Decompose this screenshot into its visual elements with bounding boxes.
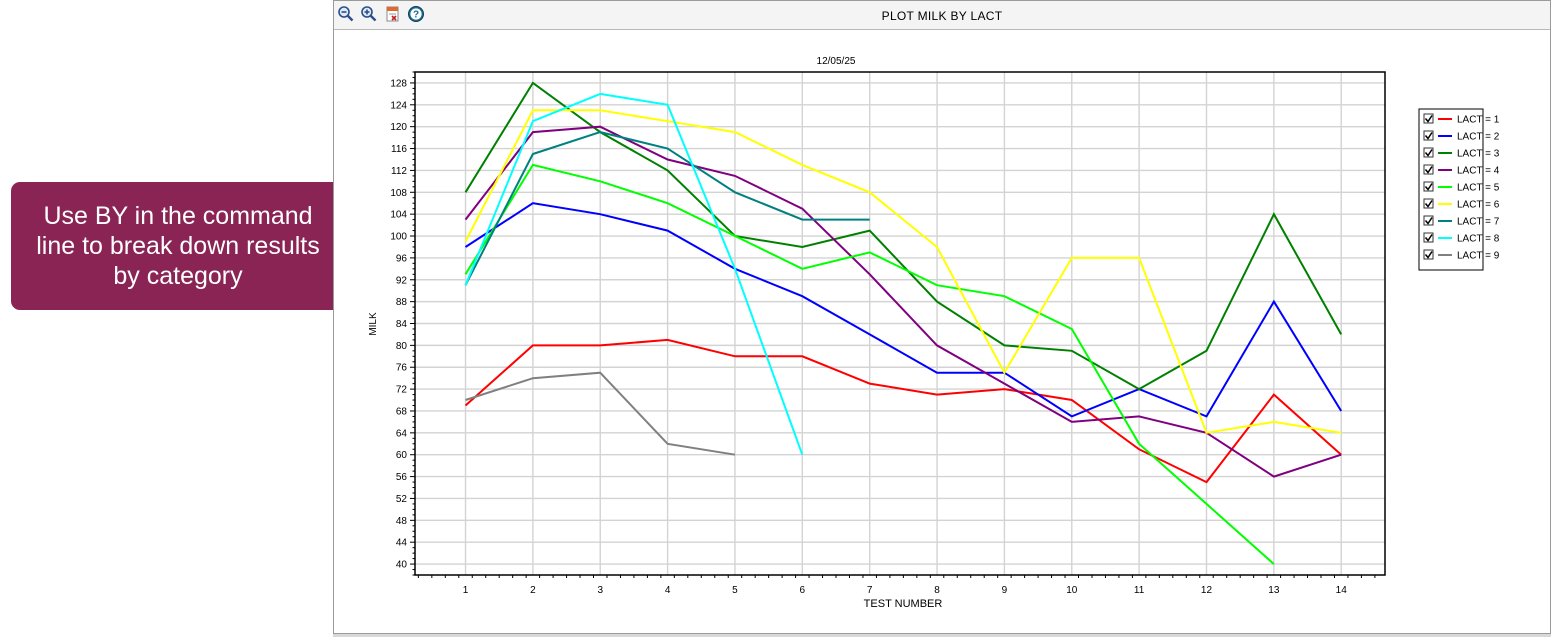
legend-checkbox[interactable] — [1423, 215, 1434, 226]
check-icon — [1424, 200, 1433, 208]
plot-window: ? PLOT MILK BY LACT — [333, 0, 1551, 634]
legend-label: LACT = 1 — [1457, 115, 1500, 126]
y-tick-label: 72 — [396, 385, 408, 396]
legend-label: LACT = 8 — [1457, 234, 1500, 245]
check-icon — [1424, 217, 1433, 225]
y-tick-label: 100 — [390, 232, 407, 243]
legend-checkbox[interactable] — [1423, 232, 1434, 243]
x-tick-label: 10 — [1066, 585, 1078, 596]
check-icon — [1424, 183, 1433, 191]
series-line-lact-5 — [464, 163, 1275, 565]
export-icon[interactable] — [384, 5, 402, 23]
legend-checkbox[interactable] — [1423, 198, 1434, 209]
x-tick-label: 8 — [934, 585, 940, 596]
legend-label: LACT = 3 — [1457, 149, 1500, 160]
y-tick-label: 124 — [390, 100, 407, 111]
series-line-lact-8 — [464, 92, 804, 456]
window-bottom-border — [333, 634, 1551, 637]
y-tick-label: 92 — [396, 275, 408, 286]
check-icon — [1424, 132, 1433, 140]
legend-label: LACT = 6 — [1457, 200, 1500, 211]
x-tick-label: 12 — [1201, 585, 1213, 596]
legend-label: LACT = 5 — [1457, 183, 1500, 194]
series-line-lact-1 — [464, 338, 1342, 484]
y-tick-label: 68 — [396, 406, 408, 417]
legend-label: LACT = 2 — [1457, 132, 1500, 143]
y-tick-label: 40 — [396, 560, 408, 571]
y-tick-label: 128 — [390, 78, 407, 89]
x-tick-label: 3 — [597, 585, 603, 596]
callout-text: Use BY in the command line to break down… — [36, 202, 320, 290]
x-tick-label: 7 — [867, 585, 873, 596]
x-tick-label: 9 — [1002, 585, 1008, 596]
check-icon — [1424, 166, 1433, 174]
y-tick-label: 84 — [396, 319, 408, 330]
svg-text:?: ? — [413, 10, 419, 21]
y-tick-label: 56 — [396, 472, 408, 483]
x-axis-label: TEST NUMBER — [864, 598, 943, 610]
annotation-callout: Use BY in the command line to break down… — [11, 182, 345, 310]
y-tick-label: 96 — [396, 253, 408, 264]
zoom-out-icon[interactable] — [337, 5, 355, 23]
y-tick-label: 108 — [390, 188, 407, 199]
x-tick-label: 5 — [732, 585, 738, 596]
series-line-lact-6 — [464, 109, 1342, 434]
y-tick-label: 76 — [396, 363, 408, 374]
legend-checkbox[interactable] — [1423, 130, 1434, 141]
legend-checkbox[interactable] — [1423, 164, 1434, 175]
legend-label: LACT = 4 — [1457, 166, 1500, 177]
x-tick-label: 2 — [530, 585, 536, 596]
legend-label: LACT = 7 — [1457, 217, 1500, 228]
y-tick-label: 116 — [391, 144, 407, 155]
series-line-lact-4 — [464, 125, 1342, 478]
x-tick-label: 4 — [665, 585, 671, 596]
legend-checkbox[interactable] — [1423, 113, 1434, 124]
y-axis-label: MILK — [368, 312, 379, 336]
x-tick-label: 6 — [800, 585, 806, 596]
check-icon — [1424, 149, 1433, 157]
x-tick-label: 13 — [1268, 585, 1280, 596]
y-tick-label: 60 — [396, 450, 408, 461]
y-tick-label: 52 — [396, 494, 408, 505]
y-tick-label: 112 — [391, 166, 407, 177]
legend-checkbox[interactable] — [1423, 147, 1434, 158]
y-tick-label: 80 — [396, 341, 408, 352]
window-title: PLOT MILK BY LACT — [881, 9, 1003, 23]
x-tick-label: 11 — [1134, 585, 1145, 596]
series-line-lact-7 — [464, 131, 870, 286]
zoom-in-icon[interactable] — [360, 5, 378, 23]
check-icon — [1424, 234, 1433, 242]
series-line-lact-9 — [465, 371, 736, 456]
y-tick-label: 104 — [390, 210, 407, 221]
legend-checkbox[interactable] — [1423, 249, 1434, 260]
legend-checkbox[interactable] — [1423, 181, 1434, 192]
help-icon[interactable]: ? — [407, 5, 425, 23]
check-icon — [1424, 115, 1433, 123]
series-line-lact-3 — [464, 81, 1343, 391]
legend-label: LACT = 9 — [1457, 251, 1500, 262]
y-tick-label: 48 — [396, 516, 408, 527]
y-tick-label: 44 — [396, 538, 408, 549]
series-line-lact-2 — [464, 202, 1343, 418]
y-tick-label: 120 — [390, 122, 407, 133]
window-titlebar: ? PLOT MILK BY LACT — [334, 1, 1550, 30]
y-tick-label: 88 — [396, 297, 408, 308]
y-tick-label: 64 — [396, 428, 408, 439]
chart-title: 12/05/25 — [817, 56, 856, 67]
check-icon — [1424, 251, 1433, 259]
x-tick-label: 14 — [1336, 585, 1348, 596]
x-tick-label: 1 — [463, 585, 469, 596]
